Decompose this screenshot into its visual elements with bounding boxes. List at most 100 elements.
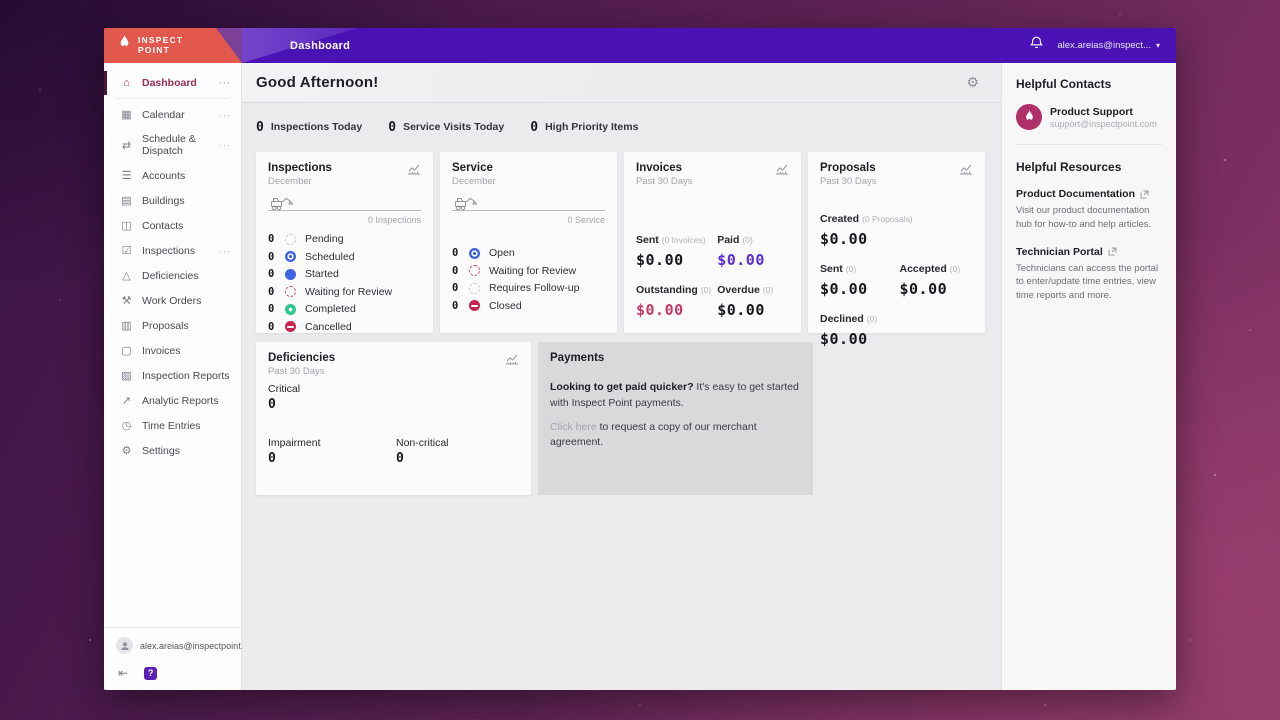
status-requires-follow-up: 0 Requires Follow-up	[452, 282, 580, 294]
proposal-metrics: Created (0 Proposals) $0.00 Sent (0) $0.00…	[820, 209, 973, 348]
chart-toggle-icon[interactable]	[959, 162, 973, 180]
metric-accepted: Accepted (0) $0.00	[899, 263, 961, 298]
helpful-contacts-heading: Helpful Contacts	[1016, 77, 1112, 91]
page-header: Good Afternoon! ⚙	[242, 63, 1001, 103]
schedule-menu-dots[interactable]: ···	[219, 140, 231, 150]
deficiencies-icon: △	[122, 270, 131, 282]
collapse-sidebar-icon[interactable]: ⇤	[118, 666, 129, 680]
sidebar-footer: alex.areias@inspectpoint.c... ⇤ ?	[104, 627, 255, 690]
sidebar-item-work-orders[interactable]: ⚒ Work Orders	[121, 294, 202, 308]
excavator-doodle-icon	[271, 197, 294, 211]
sidebar-item-analytic-reports[interactable]: ↗ Analytic Reports	[121, 394, 219, 408]
settings-icon: ⚙	[121, 445, 132, 457]
resource-technician-portal: Technician Portal Technicians can access…	[1016, 246, 1162, 303]
sidebar-item-inspection-reports[interactable]: ▧ Inspection Reports	[121, 369, 230, 383]
metric-paid: Paid (0) $0.00	[717, 234, 765, 269]
completed-status-icon	[285, 303, 296, 315]
time-entries-icon: ◷	[121, 420, 132, 432]
metric-sent: Sent (0) $0.00	[820, 263, 868, 298]
status-completed: 0 Completed	[268, 303, 356, 315]
deficiencies-card: Deficiencies Past 30 Days Critical 0	[256, 342, 531, 495]
sidebar-item-deficiencies[interactable]: △ Deficiencies	[104, 263, 241, 288]
card-title: Deficiencies	[268, 352, 336, 364]
chevron-down-icon: ▾	[1155, 41, 1160, 50]
chart-toggle-icon[interactable]	[775, 162, 789, 180]
calendar-menu-dots[interactable]: ···	[219, 109, 231, 120]
product-support-contact[interactable]: Product Support support@inspectpoint.com	[1016, 104, 1162, 145]
sidebar-item-invoices[interactable]: ▢ Invoices	[121, 344, 181, 358]
sidebar-item-calendar[interactable]: ▦ Calendar ···	[121, 108, 231, 122]
closed-status-icon	[469, 300, 480, 311]
product-documentation-link[interactable]: Product Documentation	[1016, 188, 1162, 200]
flame-icon	[117, 34, 132, 57]
helpful-panel: Helpful Contacts Product Support support…	[1001, 63, 1176, 690]
payments-pitch: Looking to get paid quicker? It's easy t…	[550, 381, 799, 409]
card-period: December	[452, 176, 496, 187]
resource-description: Technicians can access the portal to ent…	[1016, 262, 1159, 302]
technician-portal-link[interactable]: Technician Portal	[1016, 246, 1162, 258]
card-period: Past 30 Days	[636, 176, 693, 187]
metric-declined: Declined (0) $0.00	[820, 313, 878, 348]
sidebar-item-accounts[interactable]: ☰ Accounts	[121, 169, 186, 183]
dashboard-settings-gear-icon[interactable]: ⚙	[966, 74, 979, 90]
dashboard-menu-dots[interactable]: ···	[219, 78, 231, 88]
notifications-bell-icon[interactable]	[1030, 36, 1044, 55]
sidebar-item-time-entries[interactable]: ◷ Time Entries	[121, 419, 201, 433]
started-status-icon	[285, 268, 296, 280]
dashboard-icon: ⌂	[123, 77, 130, 89]
sidebar-item-settings[interactable]: ⚙ Settings	[121, 444, 180, 458]
contact-name: Product Support	[1050, 105, 1133, 118]
inspection-reports-icon: ▧	[121, 370, 132, 382]
pending-status-icon	[285, 233, 296, 245]
help-button[interactable]: ?	[144, 666, 158, 680]
metric-sent: Sent (0 Invoices) $0.00	[636, 234, 706, 269]
sidebar-item-buildings[interactable]: ▤ Buildings	[121, 194, 185, 208]
follow-up-status-icon	[469, 282, 480, 294]
status-open: 0 Open	[452, 247, 515, 259]
chart-toggle-icon[interactable]	[505, 352, 519, 370]
avatar	[116, 637, 133, 654]
status-closed: 0 Closed	[452, 299, 522, 312]
chart-toggle-icon[interactable]	[407, 162, 421, 180]
sidebar-item-proposals[interactable]: ▥ Proposals	[121, 319, 189, 333]
metric-non-critical: Non-critical 0	[396, 437, 449, 466]
inspections-card: Inspections December	[256, 152, 433, 333]
invoices-icon: ▢	[121, 345, 132, 357]
card-period: December	[268, 176, 312, 187]
work-orders-icon: ⚒	[121, 295, 132, 307]
sidebar-item-schedule-dispatch[interactable]: ⇄ Schedule & Dispatch ···	[121, 133, 231, 157]
payments-agreement-line: Click here to request a copy of our merc…	[550, 420, 757, 449]
invoices-card: Invoices Past 30 Days Sent (0 Invoices) $…	[624, 152, 801, 333]
contact-email: support@inspectpoint.com	[1050, 118, 1157, 129]
card-title: Proposals	[820, 162, 876, 174]
brand-logo[interactable]: INSPECT POINT	[104, 28, 242, 63]
resource-product-documentation: Product Documentation Visit our product …	[1016, 188, 1162, 232]
top-bar: INSPECT POINT Dashboard alex.areias@insp…	[104, 28, 1176, 63]
main-content: Good Afternoon! ⚙ 0 Inspections Today 0 …	[242, 63, 1001, 690]
sidebar-item-inspections[interactable]: ☑ Inspections ···	[121, 244, 231, 258]
click-here-link[interactable]: Click here	[550, 420, 597, 433]
metric-impairment: Impairment 0	[268, 437, 321, 466]
cancelled-status-icon	[285, 321, 296, 332]
waiting-review-status-icon	[285, 286, 296, 297]
open-status-icon	[469, 247, 480, 259]
excavator-doodle-icon	[455, 197, 478, 211]
scheduled-status-icon	[285, 251, 296, 262]
payments-card: Payments Looking to get paid quicker? It…	[538, 342, 813, 495]
sidebar-item-contacts[interactable]: ◫ Contacts	[121, 219, 184, 233]
metric-critical: Critical 0	[268, 383, 301, 412]
card-title: Inspections	[268, 162, 332, 174]
user-menu[interactable]: alex.areias@inspect... ▾	[1057, 40, 1160, 51]
status-scheduled: 0 Scheduled	[268, 250, 355, 263]
external-link-icon	[1140, 190, 1149, 199]
status-started: 0 Started	[268, 268, 339, 280]
inspections-menu-dots[interactable]: ···	[219, 245, 231, 256]
brand-name: INSPECT POINT	[138, 34, 184, 55]
service-progress: 0 Service	[452, 195, 605, 225]
stat-inspections-today: 0 Inspections Today	[256, 119, 363, 135]
sidebar-item-dashboard[interactable]: ⌂ Dashboard ···	[104, 71, 241, 95]
helpful-resources-heading: Helpful Resources	[1016, 160, 1122, 174]
sidebar-user-account[interactable]: alex.areias@inspectpoint.c...	[116, 637, 255, 654]
page-title: Dashboard	[290, 39, 351, 52]
resource-description: Visit our product documentation hub for …	[1016, 205, 1152, 230]
